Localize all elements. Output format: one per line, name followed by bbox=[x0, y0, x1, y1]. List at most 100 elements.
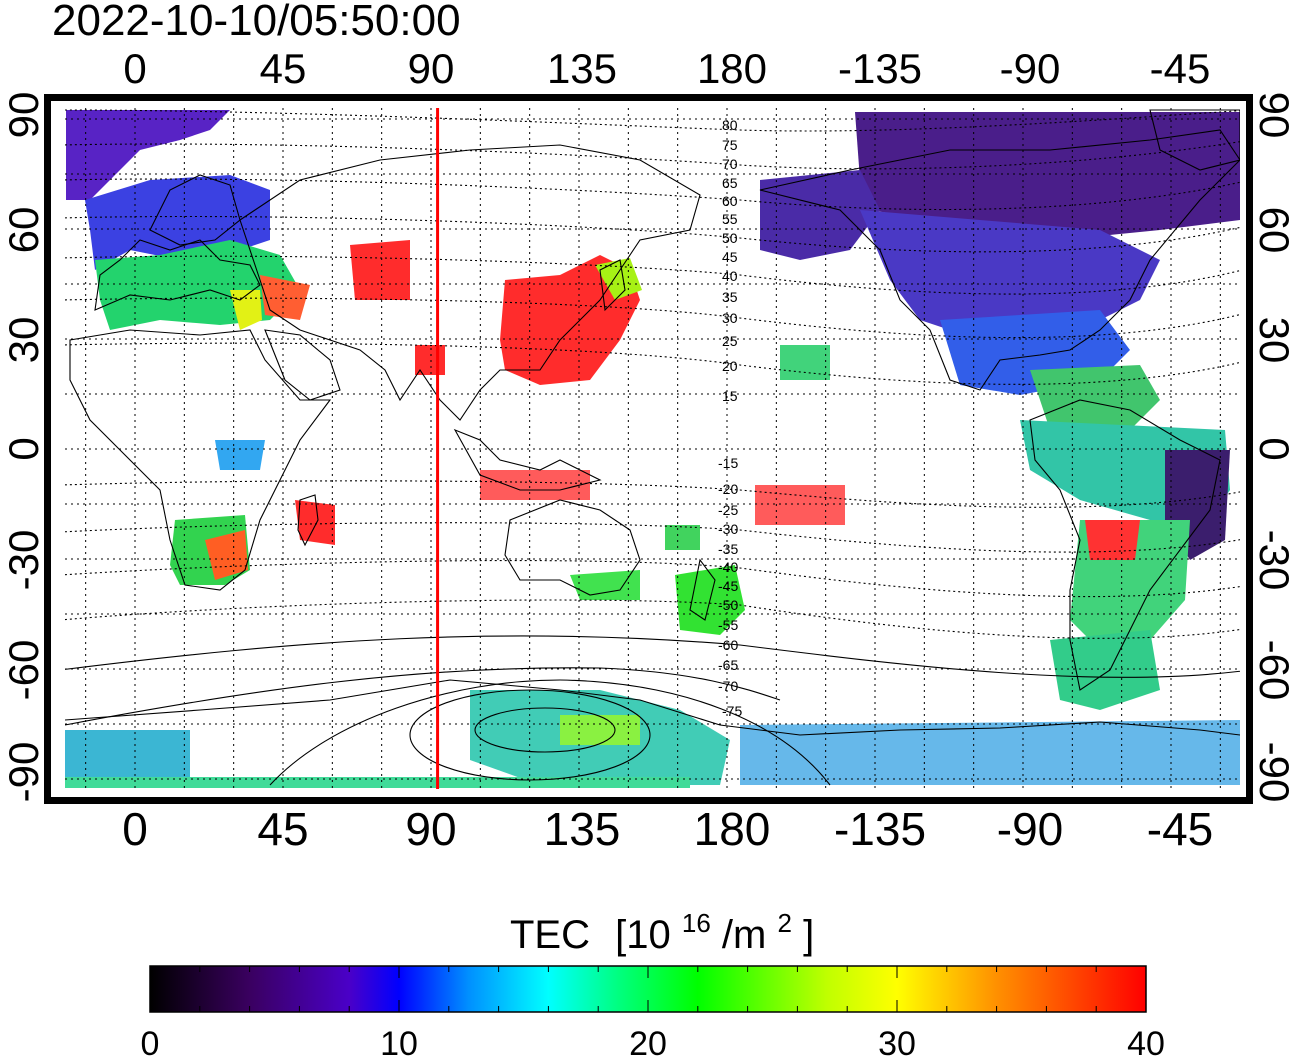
bottom-lon-label: 135 bbox=[544, 803, 621, 855]
geomag-contour-south-70 bbox=[65, 667, 781, 726]
colorbar-ticks bbox=[149, 966, 1147, 1012]
contour-label: -25 bbox=[718, 502, 738, 518]
map-border-right bbox=[1246, 94, 1253, 804]
contour-label: 70 bbox=[722, 156, 738, 172]
left-lat-label: 30 bbox=[0, 317, 47, 364]
tec-patch-central-asia bbox=[350, 240, 410, 300]
top-lon-label: 45 bbox=[260, 45, 307, 92]
top-lon-label: 0 bbox=[123, 45, 146, 92]
map-border-top bbox=[50, 94, 1247, 101]
top-lon-label: -45 bbox=[1150, 45, 1211, 92]
colorbar-unit-exp2: 2 bbox=[777, 908, 791, 938]
tec-patch-pacific-red bbox=[755, 485, 845, 525]
geomag-contour-south-80 bbox=[474, 707, 616, 753]
coastline-madagascar bbox=[297, 494, 319, 547]
contour-labels: 80 75 70 65 60 55 50 45 40 35 30 25 20 1… bbox=[718, 117, 742, 719]
left-lat-label: 90 bbox=[0, 92, 47, 139]
colorbar-tick-label: 20 bbox=[629, 1025, 667, 1057]
top-longitude-labels: 0 45 90 135 180 -135 -90 -45 bbox=[123, 45, 1210, 92]
contour-label: 20 bbox=[722, 358, 738, 374]
colorbar-unit-base: [10 bbox=[615, 913, 671, 957]
tec-patch-madagascar bbox=[295, 500, 335, 545]
contour-label: 25 bbox=[722, 333, 738, 349]
coastline-australia bbox=[504, 499, 641, 596]
timestamp-title: 2022-10-10/05:50:00 bbox=[52, 0, 461, 45]
contour-label: 45 bbox=[722, 249, 738, 265]
contour-label: 35 bbox=[722, 289, 738, 305]
contour-label: -60 bbox=[718, 637, 738, 653]
tec-patch-europe-yellow bbox=[230, 290, 262, 330]
colorbar-tick-label: 10 bbox=[380, 1025, 418, 1057]
map-border-left bbox=[44, 94, 51, 804]
tec-patch-north-america-polar bbox=[855, 112, 1240, 240]
tec-patch-australia bbox=[570, 570, 640, 600]
contour-label: 80 bbox=[722, 117, 738, 133]
right-lat-label: 90 bbox=[1251, 92, 1294, 139]
bottom-lon-label: -45 bbox=[1147, 803, 1213, 855]
right-lat-label: 60 bbox=[1251, 207, 1294, 254]
top-lon-label: -90 bbox=[1000, 45, 1061, 92]
left-latitude-labels: 90 60 30 0 -30 -60 -90 bbox=[0, 92, 47, 803]
coastline-asia bbox=[239, 144, 701, 421]
coastline-arabia bbox=[264, 329, 341, 401]
tec-patch-europe-north bbox=[66, 110, 230, 200]
left-lat-label: -90 bbox=[0, 742, 47, 803]
tec-patch-antarctica-west bbox=[65, 730, 190, 785]
colorbar-unit-mid: /m bbox=[722, 913, 766, 957]
tec-patch-caribbean bbox=[1030, 365, 1160, 430]
colorbar-title-text: TEC bbox=[510, 913, 590, 957]
right-lat-label: 30 bbox=[1251, 317, 1294, 364]
contour-label: 15 bbox=[722, 388, 738, 404]
contour-label: 75 bbox=[722, 137, 738, 153]
contour-label: 50 bbox=[722, 230, 738, 246]
coastline-antarctica bbox=[65, 679, 1240, 736]
bottom-longitude-labels: 0 45 90 135 180 -135 -90 -45 bbox=[122, 803, 1213, 855]
colorbar-tick-label: 30 bbox=[878, 1025, 916, 1057]
coastline-south-america bbox=[1029, 399, 1221, 691]
coastlines bbox=[65, 109, 1240, 736]
contour-label: 30 bbox=[722, 310, 738, 326]
contour-label: -45 bbox=[718, 578, 738, 594]
colorbar-unit-end: ] bbox=[803, 913, 814, 957]
coastline-new-zealand bbox=[689, 558, 716, 621]
geomag-contour-south-50 bbox=[65, 599, 1240, 639]
tec-patch-antarctica-green bbox=[560, 715, 640, 745]
geomag-contour-north-30 bbox=[65, 297, 1240, 339]
contour-label: -55 bbox=[718, 617, 738, 633]
bottom-lon-label: 90 bbox=[405, 803, 456, 855]
contour-label: -75 bbox=[722, 703, 742, 719]
geomag-contour-south-40 bbox=[65, 559, 1240, 598]
right-lat-label: -90 bbox=[1251, 742, 1294, 803]
tec-data-layer bbox=[65, 110, 1240, 788]
coastline-indonesia bbox=[453, 428, 602, 491]
contour-label: 65 bbox=[722, 175, 738, 191]
tec-patch-east-africa bbox=[215, 440, 265, 470]
coastline-scandinavia bbox=[149, 174, 241, 246]
coastline-africa bbox=[69, 329, 332, 591]
tec-patch-south-america-hot bbox=[1085, 520, 1140, 560]
top-lon-label: 135 bbox=[547, 45, 617, 92]
colorbar-title: TEC [10 16 /m 2 ] bbox=[510, 897, 814, 957]
colorbar-tick-labels: 0 10 20 30 40 bbox=[141, 1025, 1165, 1057]
geomag-contour-south-pole-ring bbox=[409, 689, 651, 781]
top-lon-label: 180 bbox=[697, 45, 767, 92]
geomag-contour-north-20 bbox=[65, 342, 1240, 385]
bottom-lon-label: -90 bbox=[997, 803, 1063, 855]
coastline-europe bbox=[94, 239, 261, 311]
graticule-grid bbox=[65, 108, 1240, 789]
tec-patch-indonesia bbox=[480, 470, 590, 500]
right-lat-label: 0 bbox=[1251, 437, 1294, 460]
bottom-lon-label: 0 bbox=[122, 803, 148, 855]
right-lat-label: -60 bbox=[1251, 640, 1294, 701]
right-latitude-labels: 90 60 30 0 -30 -60 -90 bbox=[1251, 92, 1294, 803]
contour-label: -70 bbox=[718, 678, 738, 694]
map-border-bottom bbox=[50, 797, 1247, 804]
coastline-japan bbox=[599, 259, 626, 312]
tec-patch-japan bbox=[595, 258, 642, 300]
bottom-lon-label: -135 bbox=[834, 803, 926, 855]
bottom-lon-label: 180 bbox=[694, 803, 771, 855]
colorbar-unit-exp: 16 bbox=[682, 908, 711, 938]
geomag-contour-north-40 bbox=[65, 255, 1240, 295]
contour-label: -15 bbox=[718, 455, 738, 471]
top-lon-label: 90 bbox=[408, 45, 455, 92]
